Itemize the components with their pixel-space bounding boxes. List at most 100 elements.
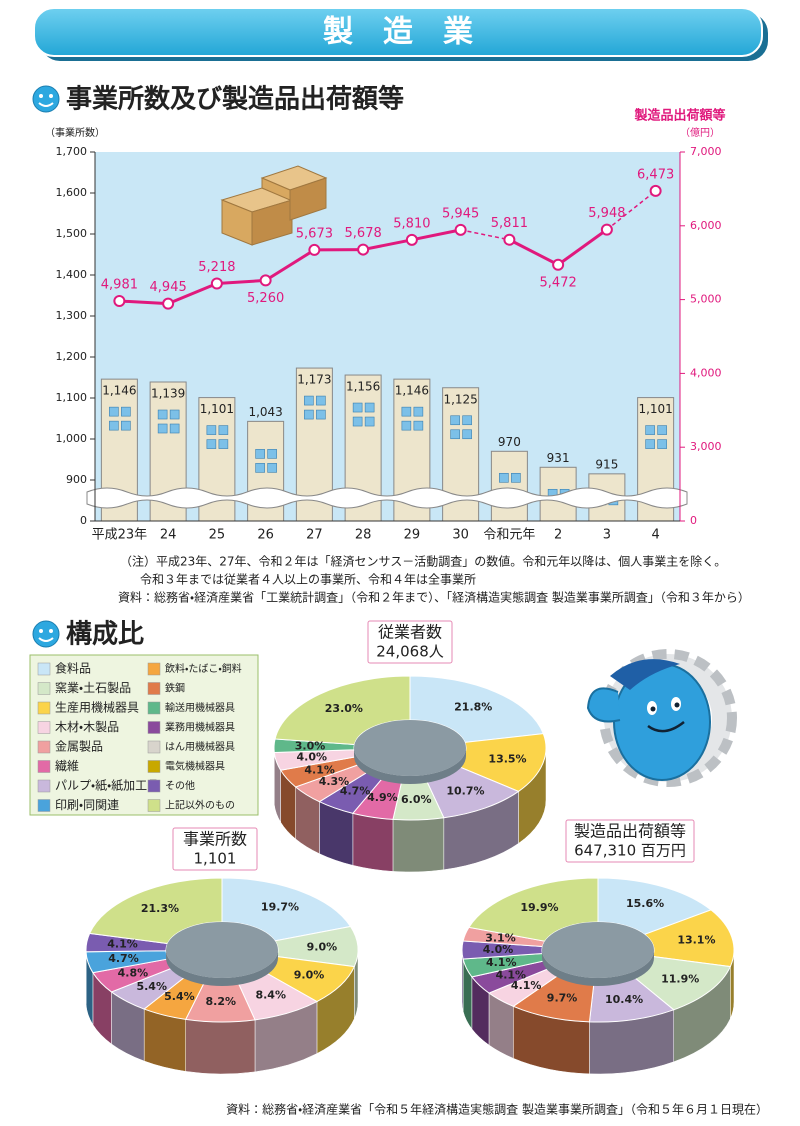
window	[462, 429, 472, 440]
slice-label: 19.7%	[261, 901, 299, 914]
combo-chart: （事業所数） 製造品出荷額等 （億円） 0 900 1,000 1,100 1,200 1,30…	[45, 108, 726, 543]
window	[352, 402, 363, 413]
slice-label: 5.4%	[164, 990, 195, 1003]
section-title: 構成比	[66, 620, 144, 650]
window	[645, 439, 655, 449]
bar-label: 1,101	[638, 402, 672, 416]
donut-hole	[166, 922, 278, 978]
y-tick-label: 1,400	[56, 268, 88, 281]
window	[511, 472, 521, 483]
donut-subtitle: 1,101	[194, 850, 237, 868]
line-label: 5,948	[588, 206, 625, 221]
y-axis-label: （事業所数）	[45, 126, 105, 139]
x-tick-label: 3	[603, 528, 611, 543]
donut-charts: 21.8%13.5%10.7%6.0%4.9%4.7%4.3%4.1%4.0%3…	[85, 620, 735, 1075]
slice-label: 23.0%	[325, 702, 363, 715]
legend-label: 繊維	[55, 759, 79, 773]
x-tick-label: 24	[160, 528, 177, 543]
legend-label: 食料品	[55, 662, 91, 676]
line-point	[210, 277, 223, 290]
section-icon	[32, 85, 60, 113]
window	[462, 415, 472, 426]
slice-label: 9.0%	[294, 969, 325, 982]
window	[267, 449, 277, 459]
x-tick-label: 令和元年	[483, 528, 535, 543]
line-point	[259, 274, 272, 287]
bar-label: 1,146	[395, 384, 429, 398]
x-tick-label: 28	[355, 528, 372, 543]
y2-axis-title: 製造品出荷額等	[633, 108, 725, 124]
y-tick-label: 1,300	[56, 309, 88, 322]
y2-axis-label: （億円）	[680, 126, 720, 139]
slice-label: 4.0%	[483, 943, 514, 956]
donut-title-box	[565, 819, 695, 863]
slice-label: 21.8%	[454, 701, 492, 714]
legend-label: 輸送用機械器具	[165, 701, 235, 714]
legend-swatch	[147, 662, 161, 676]
line-segment	[606, 190, 657, 231]
x-tick-label: 25	[209, 528, 226, 543]
bar-label: 1,173	[297, 373, 331, 387]
slice-label: 3.0%	[295, 739, 326, 752]
slice-label: 11.9%	[661, 973, 699, 986]
slice-label: 15.6%	[626, 897, 664, 910]
line-segment	[216, 278, 266, 286]
donut-subtitle: 24,068人	[376, 643, 444, 661]
banner-title: 製 造 業	[323, 15, 473, 50]
line-label: 4,981	[101, 278, 138, 293]
window	[450, 415, 460, 426]
y-tick-label: 0	[80, 514, 87, 527]
y-tick-label: 900	[66, 473, 87, 486]
slice-label: 4.9%	[367, 791, 398, 804]
y2-tick-label: 0	[690, 514, 697, 527]
slice-side	[392, 817, 445, 873]
window	[267, 463, 277, 473]
x-tick-label: 30	[452, 528, 469, 543]
window	[304, 395, 314, 406]
bar-label: 1,101	[200, 402, 234, 416]
legend: 食料品窯業・土石製品生産用機械器具木材・木製品金属製品繊維パルプ・紙・紙加工品印…	[37, 662, 242, 812]
slice	[221, 877, 352, 942]
window	[304, 409, 314, 420]
slice-label: 4.7%	[108, 952, 139, 965]
line-segment	[362, 238, 413, 252]
slice-label: 4.1%	[511, 979, 542, 992]
legend-swatch	[37, 760, 51, 773]
bar-label: 915	[595, 457, 618, 471]
plot-area	[95, 152, 680, 521]
donut-hole-shade	[354, 748, 466, 784]
box-icon	[220, 165, 328, 246]
y2-tick-label: 6,000	[690, 219, 722, 232]
legend-swatch	[37, 662, 51, 676]
note: （注）平成23年、27年、令和２年は「経済センサス－活動調査」の数値。令和元年以…	[120, 554, 726, 569]
window	[413, 420, 424, 431]
y2-tick-label: 7,000	[690, 145, 722, 158]
y-tick-label: 1,000	[56, 432, 88, 445]
y-tick-label: 1,100	[56, 391, 88, 404]
legend-label: 印刷・同関連	[55, 798, 119, 812]
bar-label: 970	[498, 435, 521, 449]
window	[206, 425, 217, 435]
line-segment	[119, 299, 169, 306]
donut-title-box	[367, 620, 453, 664]
legend-swatch	[147, 799, 161, 812]
line-point	[600, 223, 613, 236]
line-point	[454, 223, 467, 236]
legend-label: 金属製品	[55, 740, 103, 754]
legend-swatch	[147, 701, 161, 715]
banner	[33, 7, 763, 57]
axis-break	[86, 487, 688, 509]
y2-tick-label: 4,000	[690, 366, 722, 379]
line-point	[308, 243, 321, 256]
slice-label: 19.9%	[520, 901, 558, 914]
legend-swatch	[147, 779, 161, 793]
legend-box	[29, 654, 259, 816]
donut-title-box	[172, 827, 258, 871]
window	[316, 395, 326, 406]
y2-tick-label: 5,000	[690, 293, 722, 306]
slice-label: 13.5%	[488, 753, 526, 766]
legend-label: 木材・木製品	[55, 720, 119, 734]
window	[109, 406, 119, 417]
donut-hole	[354, 720, 466, 776]
